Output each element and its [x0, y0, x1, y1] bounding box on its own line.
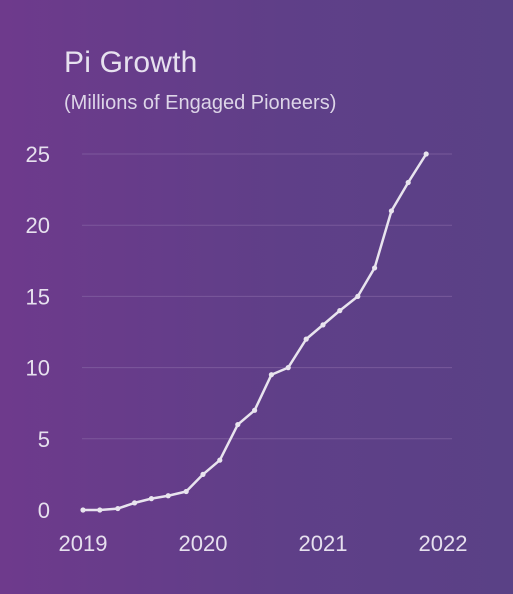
chart-subtitle: (Millions of Engaged Pioneers): [64, 92, 337, 114]
x-tick-label: 2021: [299, 531, 348, 556]
y-tick-label: 0: [38, 498, 50, 523]
data-point: [183, 488, 189, 495]
y-tick-label: 15: [26, 284, 50, 309]
x-tick-label: 2022: [419, 531, 468, 556]
data-point: [115, 505, 121, 512]
data-point: [423, 151, 429, 157]
data-point: [355, 293, 361, 299]
y-tick-label: 25: [26, 142, 50, 167]
data-point: [388, 208, 394, 214]
y-tick-label: 5: [38, 427, 50, 452]
data-point: [97, 507, 103, 513]
x-tick-label: 2020: [179, 531, 228, 556]
x-tick-label: 2019: [59, 531, 108, 556]
data-point: [200, 471, 206, 477]
data-points: [80, 151, 429, 513]
data-point: [268, 372, 274, 378]
data-point: [80, 507, 86, 513]
grid-lines: [82, 153, 452, 440]
data-point: [337, 308, 343, 314]
data-point: [285, 365, 291, 371]
y-tick-label: 10: [26, 356, 50, 381]
data-point: [252, 407, 258, 413]
chart-title: Pi Growth: [64, 46, 198, 79]
data-point: [320, 322, 326, 328]
data-point: [235, 421, 241, 428]
data-point: [148, 496, 154, 502]
data-point: [303, 336, 309, 342]
y-axis-ticks: 0 5 10 15 20 25: [26, 142, 50, 523]
series-line: [83, 153, 428, 512]
y-tick-label: 20: [26, 213, 50, 238]
x-axis-ticks: 2019 2020 2021 2022: [59, 531, 468, 556]
data-point: [132, 500, 138, 506]
data-point: [165, 493, 171, 499]
data-point: [405, 179, 411, 186]
data-point: [372, 265, 378, 271]
data-point: [217, 457, 223, 463]
series-line-group: [83, 153, 428, 512]
